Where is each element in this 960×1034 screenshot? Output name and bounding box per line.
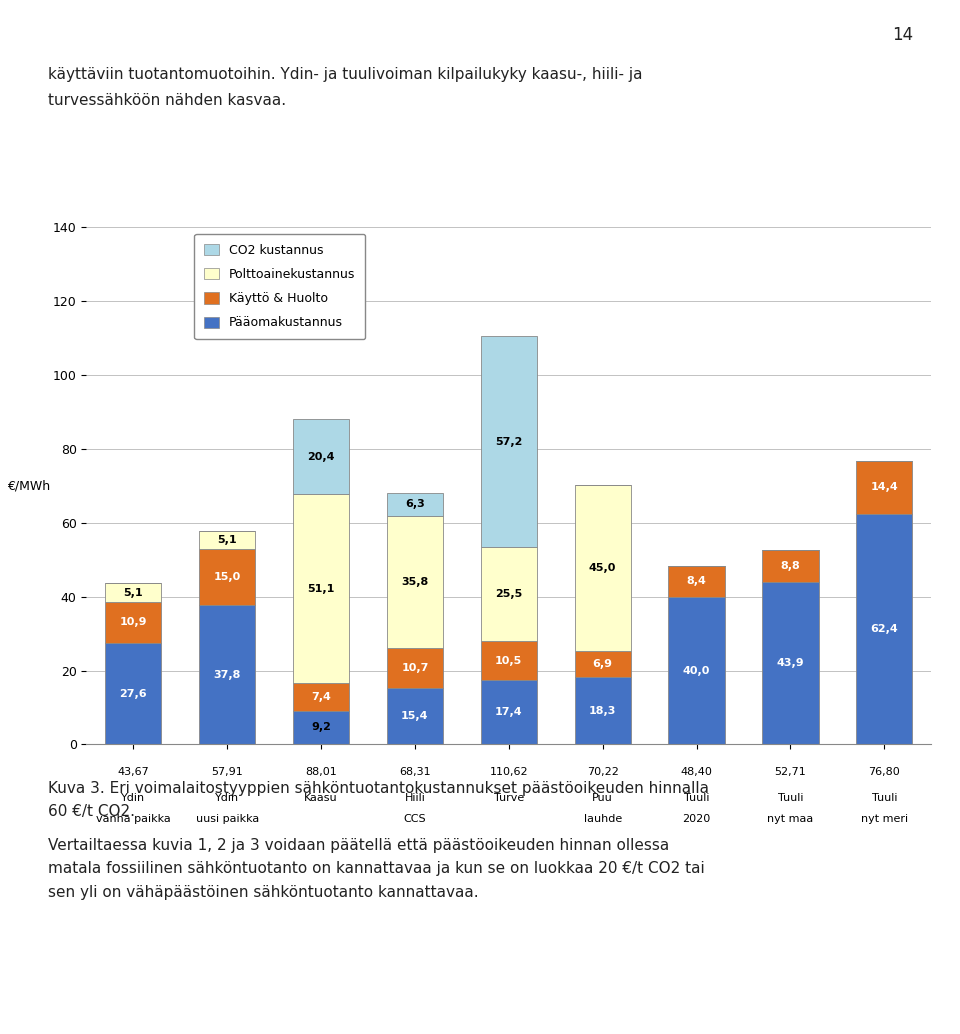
Text: Tuuli: Tuuli bbox=[684, 793, 709, 803]
Bar bbox=[856, 461, 912, 514]
Bar bbox=[293, 419, 349, 494]
Bar bbox=[762, 582, 819, 744]
Text: 35,8: 35,8 bbox=[401, 577, 428, 587]
Text: 48,40: 48,40 bbox=[681, 767, 712, 778]
Bar bbox=[293, 683, 349, 710]
Text: 25,5: 25,5 bbox=[495, 589, 522, 600]
Text: €/MWh: €/MWh bbox=[8, 480, 50, 492]
Bar bbox=[574, 485, 631, 651]
Text: 6,9: 6,9 bbox=[592, 659, 612, 669]
Text: nyt meri: nyt meri bbox=[861, 814, 908, 824]
Text: 60 €/t CO2.: 60 €/t CO2. bbox=[48, 804, 135, 820]
Text: CCS: CCS bbox=[403, 814, 426, 824]
Bar bbox=[106, 602, 161, 642]
Text: lauhde: lauhde bbox=[584, 814, 622, 824]
Text: 40,0: 40,0 bbox=[683, 666, 710, 675]
Bar bbox=[574, 677, 631, 744]
Text: 57,91: 57,91 bbox=[211, 767, 243, 778]
Legend: CO2 kustannus, Polttoainekustannus, Käyttö & Huolto, Pääomakustannus: CO2 kustannus, Polttoainekustannus, Käyt… bbox=[194, 234, 366, 339]
Bar bbox=[481, 547, 537, 641]
Text: turvessähköön nähden kasvaa.: turvessähköön nähden kasvaa. bbox=[48, 93, 286, 109]
Bar bbox=[199, 549, 255, 605]
Text: nyt maa: nyt maa bbox=[767, 814, 813, 824]
Text: 76,80: 76,80 bbox=[869, 767, 900, 778]
Bar bbox=[387, 648, 444, 688]
Text: 5,1: 5,1 bbox=[217, 535, 237, 545]
Bar bbox=[199, 530, 255, 549]
Bar bbox=[856, 514, 912, 744]
Bar bbox=[762, 550, 819, 582]
Text: 68,31: 68,31 bbox=[399, 767, 431, 778]
Bar bbox=[574, 651, 631, 677]
Text: 9,2: 9,2 bbox=[311, 723, 331, 732]
Text: uusi paikka: uusi paikka bbox=[196, 814, 259, 824]
Text: Kuva 3. Eri voimalaitostyyppien sähköntuotantokustannukset päästöoikeuden hinnal: Kuva 3. Eri voimalaitostyyppien sähköntu… bbox=[48, 781, 709, 796]
Bar bbox=[668, 597, 725, 744]
Text: 51,1: 51,1 bbox=[307, 584, 335, 594]
Text: 5,1: 5,1 bbox=[124, 588, 143, 598]
Text: 43,67: 43,67 bbox=[117, 767, 149, 778]
Bar bbox=[387, 516, 444, 648]
Text: 8,4: 8,4 bbox=[686, 576, 707, 586]
Text: 18,3: 18,3 bbox=[589, 705, 616, 716]
Text: Tuuli: Tuuli bbox=[872, 793, 897, 803]
Text: 52,71: 52,71 bbox=[775, 767, 806, 778]
Text: Ydin: Ydin bbox=[121, 793, 145, 803]
Text: 6,3: 6,3 bbox=[405, 499, 425, 510]
Text: 10,5: 10,5 bbox=[495, 656, 522, 666]
Text: 62,4: 62,4 bbox=[871, 625, 899, 634]
Text: 10,7: 10,7 bbox=[401, 663, 428, 673]
Text: 14: 14 bbox=[892, 26, 913, 43]
Bar bbox=[481, 680, 537, 744]
Bar bbox=[293, 710, 349, 744]
Bar bbox=[199, 605, 255, 744]
Text: Vertailtaessa kuvia 1, 2 ja 3 voidaan päätellä että päästöoikeuden hinnan olless: Vertailtaessa kuvia 1, 2 ja 3 voidaan pä… bbox=[48, 838, 669, 853]
Text: 17,4: 17,4 bbox=[495, 707, 522, 718]
Bar bbox=[481, 336, 537, 547]
Text: 110,62: 110,62 bbox=[490, 767, 528, 778]
Bar bbox=[481, 641, 537, 680]
Text: käyttäviin tuotantomuotoihin. Ydin- ja tuulivoiman kilpailukyky kaasu-, hiili- j: käyttäviin tuotantomuotoihin. Ydin- ja t… bbox=[48, 67, 642, 83]
Bar bbox=[293, 494, 349, 683]
Text: Ydin: Ydin bbox=[215, 793, 239, 803]
Bar bbox=[668, 566, 725, 597]
Text: 15,4: 15,4 bbox=[401, 711, 429, 721]
Text: sen yli on vähäpäästöinen sähköntuotanto kannattavaa.: sen yli on vähäpäästöinen sähköntuotanto… bbox=[48, 885, 479, 901]
Text: 45,0: 45,0 bbox=[589, 564, 616, 573]
Text: Kaasu: Kaasu bbox=[304, 793, 338, 803]
Text: 10,9: 10,9 bbox=[120, 617, 147, 628]
Bar bbox=[106, 642, 161, 744]
Bar bbox=[387, 688, 444, 744]
Text: 43,9: 43,9 bbox=[777, 659, 804, 668]
Text: Tuuli: Tuuli bbox=[778, 793, 804, 803]
Text: 14,4: 14,4 bbox=[871, 483, 899, 492]
Text: 88,01: 88,01 bbox=[305, 767, 337, 778]
Text: Turve: Turve bbox=[493, 793, 524, 803]
Text: 15,0: 15,0 bbox=[213, 572, 241, 582]
Text: 7,4: 7,4 bbox=[311, 692, 331, 702]
Text: 8,8: 8,8 bbox=[780, 561, 801, 571]
Text: Puu: Puu bbox=[592, 793, 613, 803]
Text: 20,4: 20,4 bbox=[307, 452, 335, 462]
Text: vanha paikka: vanha paikka bbox=[96, 814, 171, 824]
Bar bbox=[106, 583, 161, 602]
Text: 27,6: 27,6 bbox=[120, 689, 147, 699]
Bar bbox=[387, 492, 444, 516]
Text: 2020: 2020 bbox=[683, 814, 710, 824]
Text: Hiili: Hiili bbox=[404, 793, 425, 803]
Text: 37,8: 37,8 bbox=[213, 670, 241, 679]
Text: 57,2: 57,2 bbox=[495, 436, 522, 447]
Text: 70,22: 70,22 bbox=[587, 767, 618, 778]
Text: matala fossiilinen sähköntuotanto on kannattavaa ja kun se on luokkaa 20 €/t CO2: matala fossiilinen sähköntuotanto on kan… bbox=[48, 861, 705, 877]
